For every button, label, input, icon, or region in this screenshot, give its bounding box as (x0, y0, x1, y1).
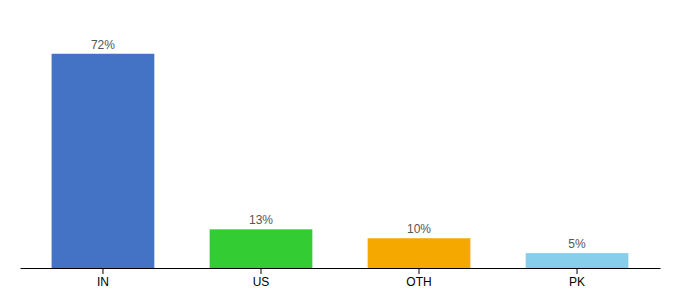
x-tick-label: OTH (406, 275, 431, 289)
x-tick-label: PK (569, 275, 585, 289)
x-tick: OTH (406, 268, 431, 289)
x-tick-label: US (253, 275, 270, 289)
bar (210, 229, 313, 268)
x-tick-mark (102, 268, 103, 274)
x-tick: US (253, 268, 270, 289)
x-tick-mark (260, 268, 261, 274)
data-label: 13% (249, 213, 273, 227)
x-tick: PK (569, 268, 585, 289)
bar (526, 253, 629, 268)
chart: IN US OTH PK 72% 13% 10% 5% (0, 0, 680, 300)
x-axis-line (21, 268, 661, 269)
data-label: 72% (91, 38, 115, 52)
bars (52, 54, 629, 268)
data-label: 5% (568, 237, 586, 251)
x-tick: IN (97, 268, 109, 289)
x-tick-label: IN (97, 275, 109, 289)
data-label: 10% (407, 222, 431, 236)
x-tick-mark (577, 268, 578, 274)
data-labels: 72% 13% 10% 5% (91, 38, 586, 251)
bar (368, 238, 471, 268)
bar (52, 54, 155, 268)
x-tick-mark (419, 268, 420, 274)
x-axis: IN US OTH PK (21, 268, 661, 289)
plot: IN US OTH PK 72% 13% 10% 5% (21, 38, 661, 289)
